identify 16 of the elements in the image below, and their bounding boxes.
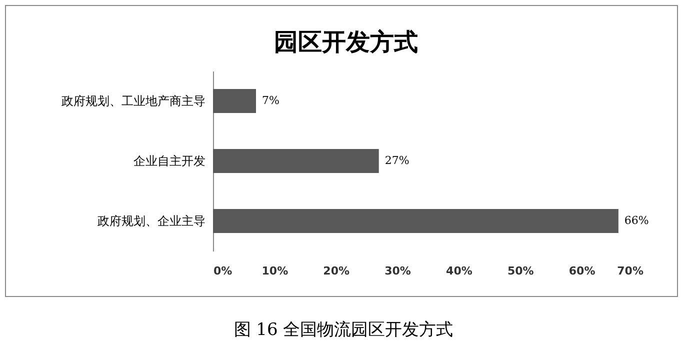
x-tick-label: 30%	[384, 264, 411, 278]
caption: 图 16 全国物流园区开发方式	[232, 319, 454, 341]
data-label: 7%	[262, 94, 280, 107]
x-tick-label: 40%	[446, 264, 472, 278]
data-label: 27%	[384, 154, 410, 167]
x-tick-label: 10%	[262, 264, 288, 278]
x-tick-label: 0%	[214, 264, 232, 278]
y-tick-label: 企业自主开发	[134, 154, 206, 168]
chart-title: 园区开发方式	[274, 28, 418, 56]
data-label: 66%	[624, 214, 649, 227]
y-tick-label: 政府规划、工业地产商主导	[62, 94, 206, 108]
x-tick-label: 50%	[507, 264, 534, 278]
x-tick-label: 60%	[568, 264, 596, 278]
y-tick-label: 政府规划、企业主导	[98, 214, 206, 228]
x-tick-label: 20%	[323, 264, 350, 278]
x-tick-label: 70%	[617, 264, 644, 278]
